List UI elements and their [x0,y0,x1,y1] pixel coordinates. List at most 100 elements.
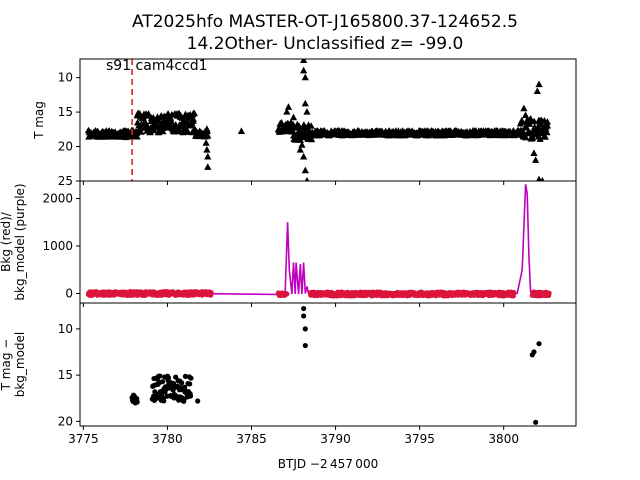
y-axis-label: T mag − [0,339,13,392]
y-tick-label: 10 [58,322,73,336]
data-point [165,375,172,381]
data-point [167,117,176,125]
x-tick-label: 3780 [152,432,183,446]
panel-frame [79,302,577,427]
panel-middle: 0 1000 2000 Bkg (red)/bkg_model (purple) [0,180,577,307]
data-point [543,128,551,136]
data-point [137,128,145,135]
y-tick-label: 15 [58,368,73,382]
data-point [533,87,541,94]
data-point [187,381,193,387]
data-point [531,349,537,355]
data-point [546,290,552,296]
data-point [527,114,535,122]
data-point [307,135,316,143]
data-point [173,374,179,380]
data-point [301,305,307,312]
data-point [187,393,194,399]
data-point [532,156,540,163]
y-tick-label: 20 [58,414,73,428]
y-tick-label: 1000 [42,239,73,253]
data-point [284,103,293,110]
data-point [303,108,311,115]
data-point [520,104,528,112]
data-point [304,177,310,181]
data-point [541,133,549,140]
data-point [195,398,201,404]
data-point [302,342,308,349]
data-point [204,131,212,139]
y-tick-label: 0 [65,287,73,301]
plot-area [84,59,552,181]
plot-area [85,184,552,299]
plot-area [129,305,542,425]
panel-bottom: 10 15 20 3775 3780 3785 3790 3795 3800 T mag − bkg… [0,302,577,446]
data-point [301,166,309,174]
data-point [203,145,211,153]
data-point [307,122,315,129]
data-point [172,123,180,131]
data-point [283,108,291,115]
data-point [511,289,517,296]
data-point [536,175,542,181]
x-tick-label: 3795 [404,432,435,446]
data-point [301,99,309,107]
data-point [157,373,163,379]
data-point [538,125,546,132]
x-tick-label: 3790 [320,432,351,446]
data-point [190,109,198,117]
data-point [136,109,144,117]
chart-title-line2: 14.2Other- Unclassified z= -99.0 [187,34,464,54]
data-point [203,127,211,135]
x-tick-label: 3775 [68,432,99,446]
data-point [543,121,552,129]
data-point [182,373,189,379]
data-point [540,177,545,181]
panel-frame [79,180,577,304]
data-point [300,59,308,63]
data-point [289,113,298,121]
data-point [204,163,212,170]
data-point [302,326,308,332]
data-point [237,127,246,134]
y-axis-label: bkg_model (purple) [13,183,27,300]
data-point [188,375,194,381]
data-point [298,141,306,148]
data-point [159,127,167,135]
x-axis-label: BTJD −2 457 000 [278,457,378,471]
data-point [543,118,552,125]
data-point [300,66,308,74]
data-point [189,115,198,123]
y-axis-label: bkg_model [13,332,27,398]
x-tick-label: 3785 [236,432,267,446]
data-point [535,80,543,88]
y-tick-label: 20 [58,140,73,154]
data-point [301,313,307,319]
panel-annotation: s91 cam4ccd1 [106,58,208,74]
data-point [161,112,169,120]
data-point [133,132,141,140]
chart-title-line1: AT2025hfo MASTER-OT-J165800.37-124652.5 [132,12,518,32]
series-line [88,184,548,296]
data-point [301,73,309,81]
data-point [161,398,167,404]
data-point [296,145,304,153]
data-point [159,379,166,385]
data-point [536,341,542,347]
y-tick-label: 2000 [42,192,73,206]
data-point [536,135,544,142]
y-tick-label: 10 [58,71,73,85]
data-point [183,127,192,134]
data-point [144,110,153,117]
y-axis-label: Bkg (red)/ [0,211,13,272]
data-point [204,152,212,160]
data-point [277,118,286,126]
panel-top: 10 15 20 25 T mag [32,58,577,188]
data-point [284,291,290,297]
data-point [522,133,530,141]
data-point [528,134,537,142]
data-point [521,111,530,119]
data-point [518,116,526,124]
data-point [533,419,539,425]
